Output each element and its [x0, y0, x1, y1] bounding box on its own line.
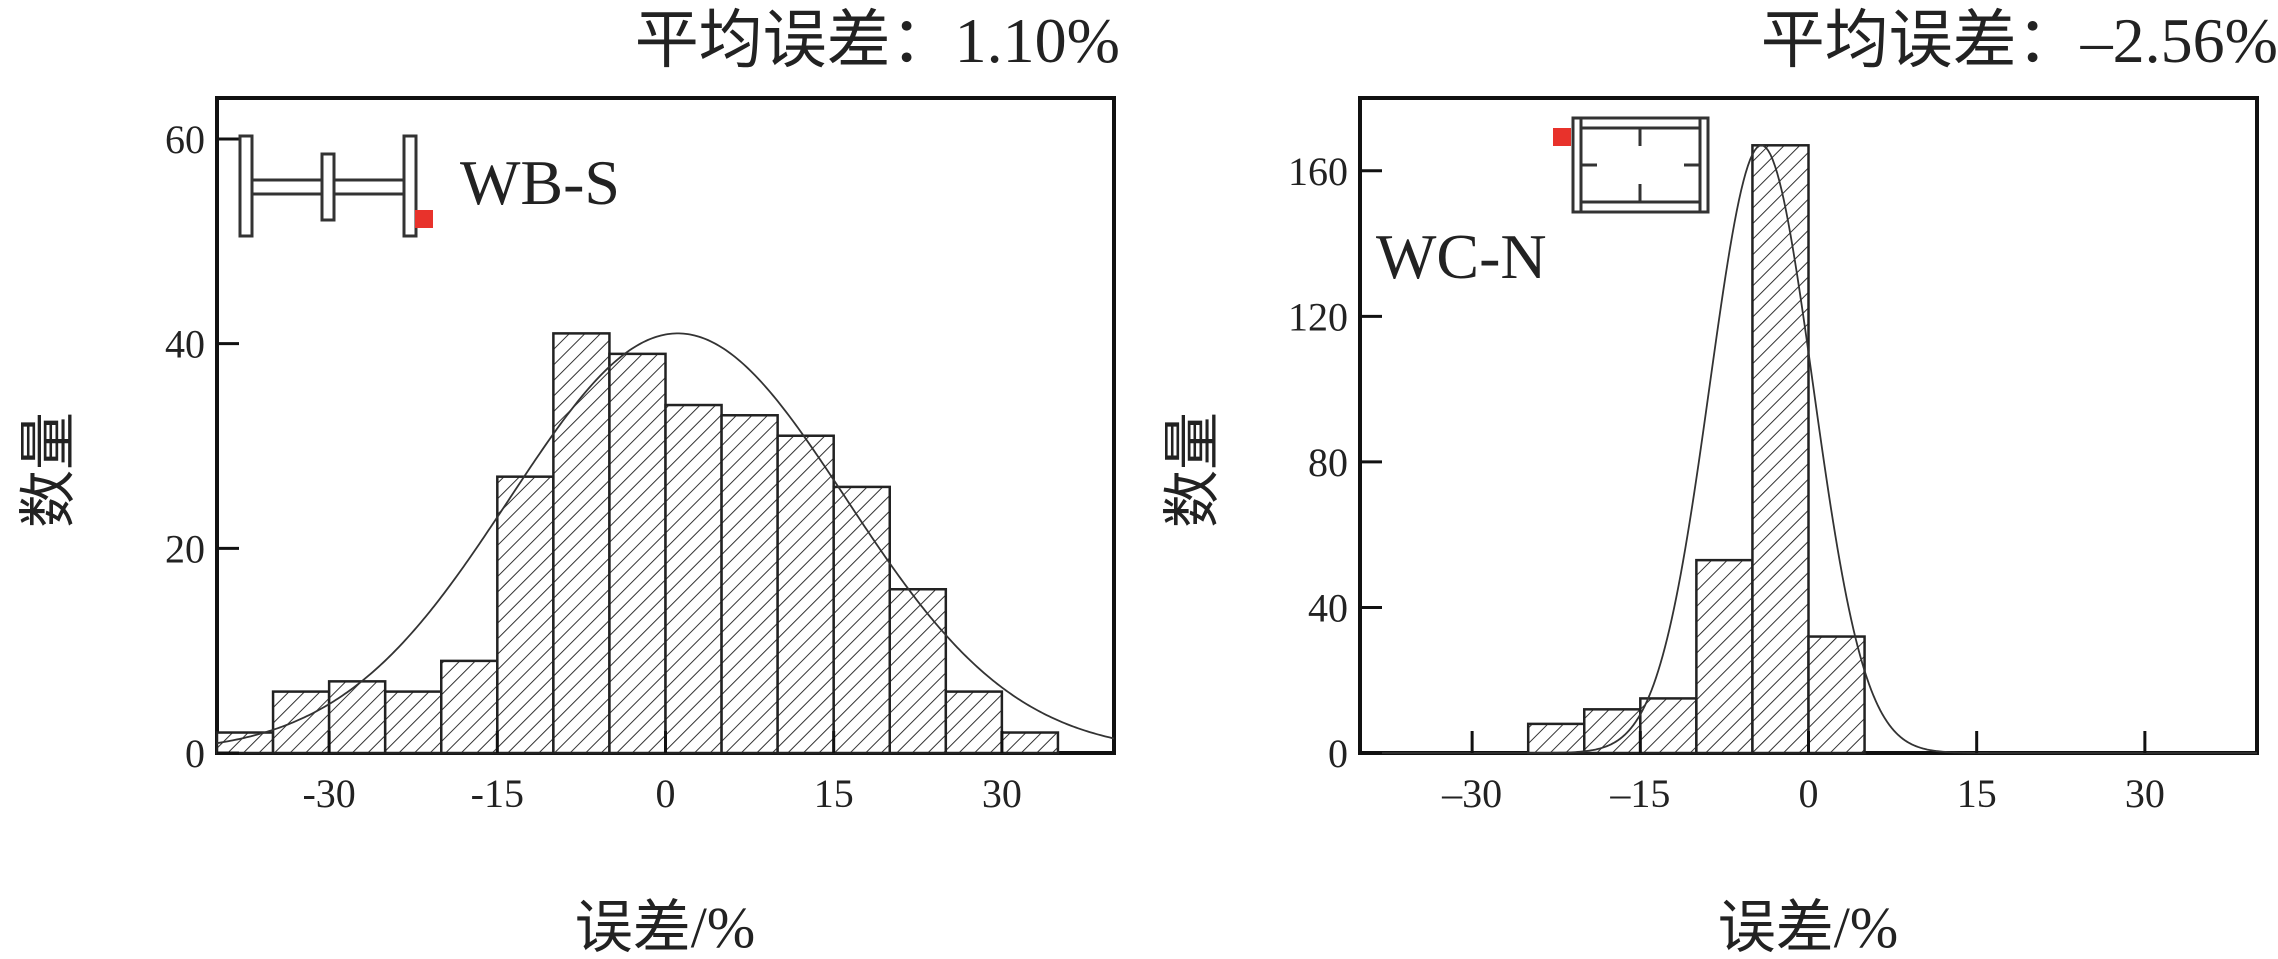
- histogram-bar: [776, 434, 835, 755]
- x-tick-label: 15: [1957, 771, 1997, 816]
- histogram-bar: [1695, 558, 1754, 755]
- fit-curve: [216, 332, 1115, 745]
- histogram-bar: [720, 414, 779, 755]
- axis-ticks: –30 –15 0 15 30 0 40 80 120 160: [1288, 149, 2165, 816]
- x-tick-label: 30: [982, 771, 1022, 816]
- histogram-bar: [215, 731, 275, 755]
- histogram-bar: [1807, 635, 1866, 755]
- y-tick-label: 0: [185, 731, 205, 776]
- panel-label: WB-S: [460, 147, 620, 218]
- y-axis-label: 数量: [16, 412, 81, 528]
- histogram-bar: [832, 485, 891, 755]
- histogram-bar: [608, 352, 667, 755]
- x-tick-label: –30: [1441, 771, 1502, 816]
- axis-ticks: -30 -15 0 15 30 0 20 40 60: [165, 117, 1022, 816]
- x-tick-label: –15: [1609, 771, 1670, 816]
- histogram-bar: [888, 588, 948, 755]
- histogram-bar: [1583, 708, 1642, 755]
- histogram-bar: [496, 475, 555, 755]
- histogram-bar: [440, 659, 499, 755]
- y-tick-label: 40: [165, 322, 205, 367]
- histogram-bar: [1639, 697, 1698, 755]
- y-tick-label: 0: [1328, 731, 1348, 776]
- marker-square: [415, 210, 433, 228]
- wb-section-icon: [238, 134, 433, 238]
- histogram-bar: [271, 690, 331, 755]
- histogram-bar: [1751, 144, 1810, 755]
- histogram-bars: [1526, 144, 1866, 755]
- histogram-bar: [327, 680, 387, 755]
- x-axis-label: 误差/%: [1718, 895, 1898, 959]
- y-tick-label: 80: [1308, 440, 1348, 485]
- marker-square: [1553, 128, 1571, 146]
- panel-label: WC-N: [1376, 221, 1547, 292]
- histogram-bar: [552, 332, 611, 755]
- y-axis-label: 数量: [1160, 412, 1225, 528]
- histogram-bar: [944, 690, 1004, 755]
- histogram-bars: [215, 332, 1060, 755]
- fit-curve: [1360, 144, 2257, 754]
- x-tick-label: 0: [656, 771, 676, 816]
- x-tick-label: 30: [2125, 771, 2165, 816]
- histogram-bar: [383, 690, 443, 755]
- y-tick-label: 20: [165, 526, 205, 571]
- wc-section-icon: [1553, 116, 1710, 214]
- y-tick-label: 60: [165, 117, 205, 162]
- x-tick-label: -30: [302, 771, 355, 816]
- chart-title: 平均误差：–2.56%: [1761, 5, 2278, 76]
- histogram-bar: [664, 403, 723, 755]
- x-tick-label: -15: [471, 771, 524, 816]
- y-tick-label: 120: [1288, 294, 1348, 339]
- histogram-bar: [1000, 731, 1060, 755]
- chart-title: 平均误差：1.10%: [635, 5, 1120, 76]
- x-tick-label: 0: [1799, 771, 1819, 816]
- y-tick-label: 160: [1288, 149, 1348, 194]
- y-tick-label: 40: [1308, 585, 1348, 630]
- histogram-bar: [1526, 722, 1586, 755]
- x-tick-label: 15: [814, 771, 854, 816]
- x-axis-label: 误差/%: [575, 895, 755, 959]
